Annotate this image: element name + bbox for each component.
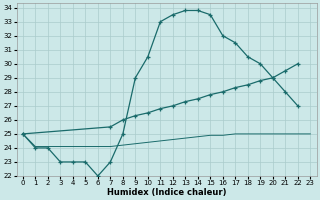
- X-axis label: Humidex (Indice chaleur): Humidex (Indice chaleur): [107, 188, 226, 197]
